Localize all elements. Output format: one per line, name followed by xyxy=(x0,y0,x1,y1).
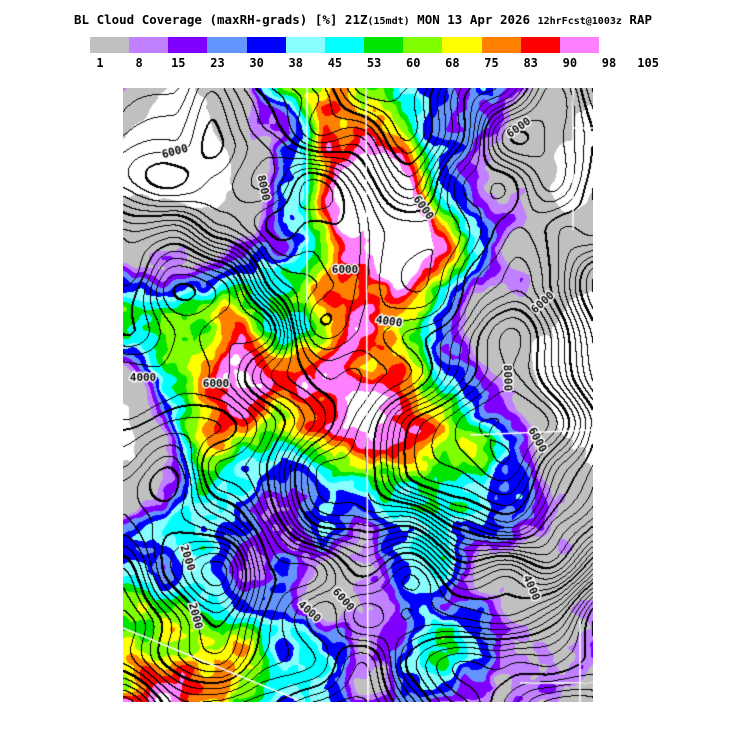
colorbar-swatch xyxy=(324,37,365,53)
title-datetime: MON 13 Apr 2026 xyxy=(409,12,538,27)
colorbar-tick-label: 15 xyxy=(171,56,186,70)
colorbar-swatch xyxy=(364,37,404,53)
colorbar-tick-label: 75 xyxy=(484,56,499,70)
colorbar-tick-label: 105 xyxy=(637,56,659,70)
colorbar-swatch xyxy=(520,37,560,53)
colorbar-swatch xyxy=(442,37,482,53)
colorbar-swatch xyxy=(285,37,325,53)
colorbar-tick-label: 98 xyxy=(601,56,617,70)
colorbar-swatch xyxy=(90,37,130,53)
colorbar-tick-label: 68 xyxy=(445,56,460,70)
colorbar-tick-label: 8 xyxy=(135,56,143,70)
colorbar xyxy=(90,37,600,53)
colorbar-swatch xyxy=(481,37,521,53)
colorbar-swatch xyxy=(559,37,600,53)
title-product: BL Cloud Coverage (maxRH-grads) [%] 21Z xyxy=(74,12,368,27)
plot-title: BL Cloud Coverage (maxRH-grads) [%] 21Z(… xyxy=(74,9,652,28)
colorbar-swatch xyxy=(129,37,169,53)
colorbar-tick-label: 53 xyxy=(366,56,382,70)
colorbar-tick-label: 45 xyxy=(327,56,343,70)
title-forecast: 12hrFcst@1003z xyxy=(537,16,622,27)
colorbar-tick-label: 23 xyxy=(210,56,225,70)
colorbar-swatch xyxy=(403,37,443,53)
colorbar-tick-label: 90 xyxy=(562,56,578,70)
colorbar-tick-label: 30 xyxy=(249,56,264,70)
colorbar-tick-label: 60 xyxy=(405,56,421,70)
colorbar-swatch xyxy=(168,37,208,53)
colorbar-tick-label: 83 xyxy=(523,56,538,70)
colorbar-tick-label: 1 xyxy=(96,56,104,70)
colorbar-tick-label: 38 xyxy=(288,56,303,70)
colorbar-swatch xyxy=(246,37,286,53)
title-timezone: (15mdt) xyxy=(367,16,410,27)
title-model: RAP xyxy=(621,12,652,27)
map-canvas xyxy=(123,88,593,702)
colorbar-swatch xyxy=(207,37,247,53)
